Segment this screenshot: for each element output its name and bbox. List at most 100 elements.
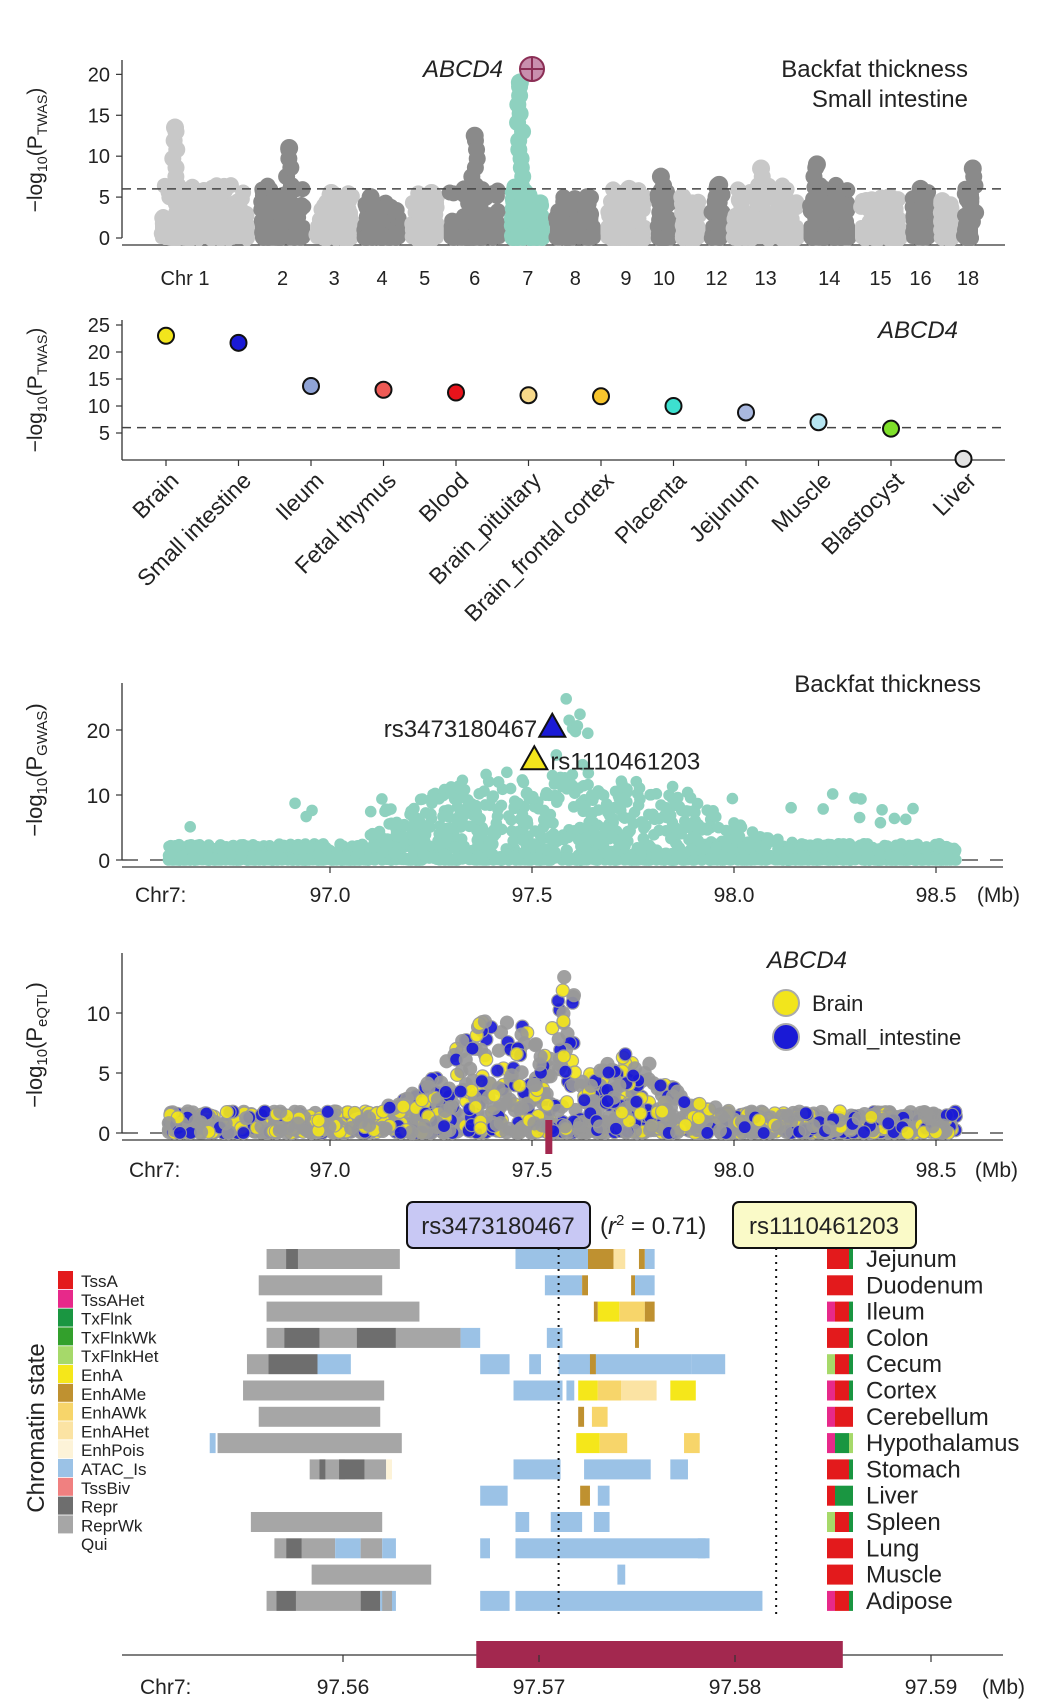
twas-point xyxy=(340,224,357,241)
twas-peak-point xyxy=(752,159,771,178)
eqtl-point xyxy=(222,1125,237,1140)
gwas-point xyxy=(521,786,533,799)
twas-point xyxy=(489,182,506,199)
eqtl-point xyxy=(474,1074,489,1089)
gwas-point xyxy=(608,801,621,814)
gwas-point xyxy=(516,774,529,786)
gwas-point xyxy=(458,784,470,796)
tissue-point xyxy=(447,383,465,402)
eqtl-point xyxy=(751,1113,767,1128)
y-label-part: 10 xyxy=(34,778,51,795)
gwas-point xyxy=(606,831,619,843)
gwas-point xyxy=(671,838,683,851)
gwas-point xyxy=(907,802,919,815)
gwas-point xyxy=(838,852,850,865)
twas-point xyxy=(657,229,674,246)
x-tick-label: 97.5 xyxy=(512,884,553,907)
x-unit-label: (Mb) xyxy=(977,884,1020,907)
gwas-point xyxy=(606,812,619,825)
twas-point xyxy=(253,212,270,229)
gene-label: ABCD4 xyxy=(765,947,847,974)
twas-point xyxy=(253,193,270,210)
chromosome-label: 5 xyxy=(419,268,430,290)
gwas-point xyxy=(390,829,402,842)
chromosome-group xyxy=(600,179,653,246)
lead-snp-label: rs1110461203 xyxy=(550,748,700,775)
eqtl-point xyxy=(612,1078,627,1093)
gwas-point xyxy=(419,807,432,819)
eqtl-point xyxy=(520,1097,535,1112)
gwas-point xyxy=(492,776,505,788)
y-label-part: eQTL xyxy=(34,990,51,1027)
y-label-part: ) xyxy=(22,703,47,710)
eqtl-point xyxy=(614,1105,629,1120)
gwas-point xyxy=(826,788,839,800)
eqtl-point xyxy=(721,1105,736,1120)
twas-point xyxy=(634,201,651,218)
gwas-point xyxy=(681,817,694,830)
tissue-label: Liver xyxy=(927,467,981,521)
eqtl-point xyxy=(490,1063,505,1078)
eqtl-point xyxy=(577,1093,592,1108)
tissue-point xyxy=(229,333,248,352)
gwas-point xyxy=(827,854,839,866)
x-tick-label: 98.0 xyxy=(714,1159,755,1182)
trait-title-line: Backfat thickness xyxy=(781,56,968,83)
eqtl-point xyxy=(600,1094,615,1109)
gwas-point xyxy=(368,854,381,866)
tissue-point xyxy=(519,386,538,405)
gwas-point xyxy=(184,854,197,866)
y-axis-label: −log10(PGWAS) xyxy=(22,703,51,836)
gwas-point xyxy=(696,822,709,834)
twas-peak-point xyxy=(166,118,185,137)
gwas-point xyxy=(853,811,866,824)
twas-point xyxy=(445,215,462,232)
y-label-part: ) xyxy=(24,328,47,335)
twas-peak-point xyxy=(465,126,484,145)
twas-peak-point xyxy=(578,188,597,207)
chromosome-label: Chr 1 xyxy=(161,268,210,290)
twas-point xyxy=(604,200,621,217)
y-tick-label: 0 xyxy=(98,1123,110,1146)
eqtl-point xyxy=(509,1046,524,1062)
y-label-part: 10 xyxy=(35,396,51,412)
eqtl-point xyxy=(864,1109,879,1124)
eqtl-point xyxy=(557,970,572,985)
twas-point xyxy=(778,228,795,245)
tissue-point xyxy=(882,419,900,438)
gwas-point xyxy=(849,792,861,804)
eqtl-point xyxy=(571,1121,586,1136)
gwas-point xyxy=(376,793,388,805)
twas-peak-point xyxy=(422,184,441,202)
gwas-point xyxy=(563,852,576,864)
gwas-point xyxy=(501,766,513,779)
y-tick-label: 10 xyxy=(88,396,110,418)
chromosome-group xyxy=(955,159,985,246)
tissue-label: Jejunum xyxy=(684,467,764,547)
gwas-point xyxy=(825,841,838,854)
twas-point xyxy=(838,213,855,230)
chromosome-label: 15 xyxy=(869,268,891,290)
gwas-point xyxy=(302,853,314,866)
gwas-point xyxy=(521,814,533,827)
gwas-point xyxy=(289,797,301,810)
twas-point xyxy=(340,206,357,223)
chromosome-label: 4 xyxy=(376,268,387,290)
twas-point xyxy=(390,224,407,241)
gwas-point xyxy=(331,847,343,860)
gwas-point xyxy=(408,802,420,815)
y-label-part: GWAS xyxy=(34,711,51,756)
gwas-point xyxy=(456,774,469,787)
y-label-part: (P xyxy=(22,756,47,778)
gwas-point xyxy=(789,853,802,865)
gwas-point xyxy=(460,852,472,864)
gwas-point xyxy=(643,808,655,821)
legend-swatch xyxy=(772,1023,800,1051)
eqtl-point xyxy=(378,1121,393,1136)
gwas-point xyxy=(551,835,564,847)
eqtl-point xyxy=(455,1033,470,1049)
eqtl-point xyxy=(558,1064,573,1079)
gwas-point xyxy=(406,852,419,865)
